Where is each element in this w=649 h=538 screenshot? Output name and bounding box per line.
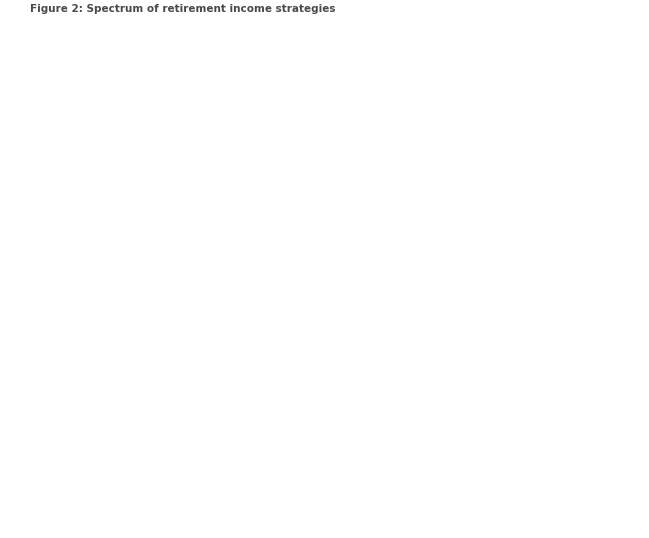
Text: Variable spending: Variable spending xyxy=(251,162,413,178)
Text: Figure 2: Spectrum of retirement income strategies: Figure 2: Spectrum of retirement income … xyxy=(30,4,336,14)
Text: Probability-based: Probability-based xyxy=(186,41,463,69)
Text: Managed DC: Managed DC xyxy=(275,438,389,454)
Text: Income buckets: Income buckets xyxy=(261,209,403,223)
Text: Bond ladders with longevity insurance: Bond ladders with longevity insurance xyxy=(158,346,506,362)
Text: Floor-leverage rule: Floor-leverage rule xyxy=(245,393,419,407)
Text: Product allocation: Product allocation xyxy=(249,301,415,315)
Text: Safe withdrawal rates: Safe withdrawal rates xyxy=(232,117,432,131)
Text: Funded ratio management: Funded ratio management xyxy=(212,254,452,270)
Text: Safety-first: Safety-first xyxy=(236,482,413,509)
